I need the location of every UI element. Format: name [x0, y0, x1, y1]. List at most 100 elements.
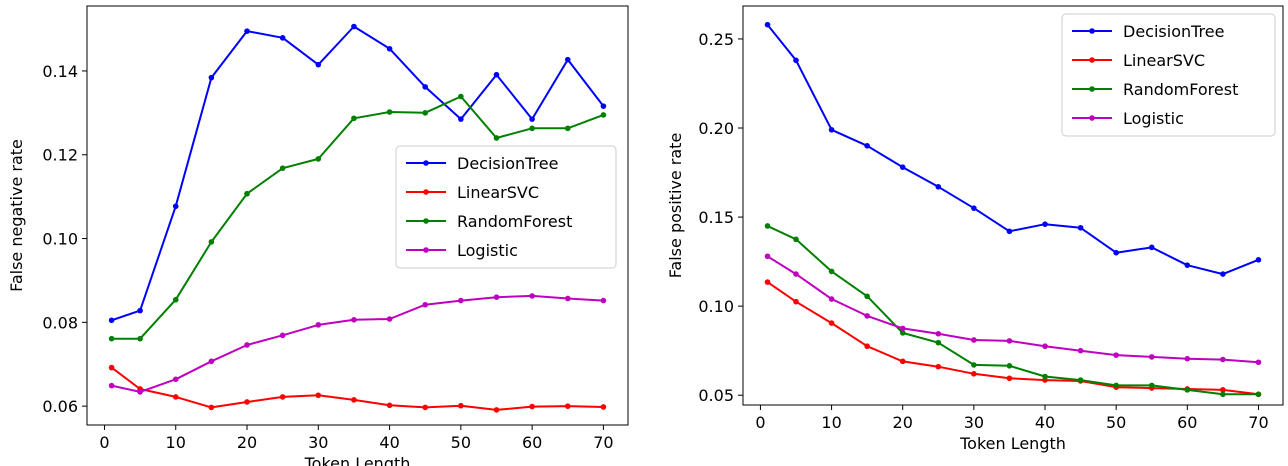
data-point-decisiontree — [1113, 249, 1119, 256]
data-point-logistic — [1184, 355, 1191, 362]
data-point-linearsvc — [935, 363, 942, 370]
data-point-randomforest — [208, 239, 215, 245]
data-point-decisiontree — [1077, 224, 1084, 231]
legend: DecisionTree LinearSVC RandomForest Logisti… — [395, 145, 617, 269]
x-tick-label: 40 — [379, 433, 399, 452]
data-point-linearsvc — [172, 394, 179, 400]
x-axis-title: Token Length — [959, 434, 1066, 453]
data-point-randomforest — [935, 339, 942, 346]
data-point-logistic — [564, 295, 571, 302]
data-point-randomforest — [108, 335, 115, 342]
legend-label-decisiontree: DecisionTree — [1123, 22, 1224, 41]
x-tick-label: 40 — [1035, 413, 1055, 432]
data-point-decisiontree — [864, 143, 870, 149]
y-tick-label: 0.10 — [42, 230, 78, 249]
data-point-randomforest — [137, 335, 143, 342]
data-point-randomforest — [600, 112, 607, 118]
data-point-randomforest — [1148, 382, 1155, 389]
y-tick-label: 0.14 — [42, 62, 78, 81]
y-tick-label: 0.05 — [698, 386, 734, 405]
x-tick-label: 10 — [821, 413, 841, 432]
y-tick-label: 0.25 — [698, 30, 734, 49]
data-point-logistic — [458, 297, 464, 304]
data-point-logistic — [1220, 356, 1226, 363]
y-tick-label: 0.12 — [42, 146, 78, 165]
data-point-decisiontree — [351, 23, 357, 30]
data-point-linearsvc — [208, 404, 215, 411]
x-tick-label: 20 — [893, 413, 913, 432]
x-tick-label: 20 — [237, 433, 257, 452]
data-point-linearsvc — [764, 279, 771, 285]
data-point-logistic — [244, 342, 250, 348]
data-point-linearsvc — [244, 399, 250, 405]
legend-box — [395, 145, 617, 269]
data-point-randomforest — [1255, 391, 1262, 398]
y-tick-label: 0.10 — [698, 297, 734, 316]
data-point-logistic — [315, 322, 322, 328]
data-point-decisiontree — [793, 57, 799, 64]
x-tick-label: 10 — [166, 433, 186, 452]
x-axis-title: Token Length — [304, 454, 411, 466]
data-point-linearsvc — [828, 320, 835, 326]
data-point-randomforest — [793, 236, 799, 243]
data-point-randomforest — [386, 109, 393, 115]
x-tick-label: 0 — [755, 413, 765, 432]
data-point-randomforest — [971, 362, 977, 368]
y-tick-label: 0.20 — [698, 119, 734, 138]
data-point-randomforest — [172, 296, 179, 303]
data-point-randomforest — [828, 268, 835, 275]
data-point-randomforest — [279, 165, 286, 171]
data-point-randomforest — [1042, 373, 1048, 380]
data-point-logistic — [1077, 347, 1084, 354]
data-point-linearsvc — [864, 343, 870, 350]
data-point-linearsvc — [793, 298, 799, 305]
data-point-linearsvc — [529, 403, 535, 410]
plot-frame — [742, 5, 1284, 406]
legend-marker-decisiontree — [1089, 28, 1095, 34]
legend-label-logistic: Logistic — [457, 241, 518, 260]
data-point-logistic — [1113, 352, 1119, 358]
data-point-logistic — [864, 313, 870, 319]
chart-panel-1: 0 10 20 30 40 50 60 70 0.06 0.08 0.10 0.12 0.14 Token… — [7, 5, 629, 466]
data-point-logistic — [793, 271, 799, 277]
legend-marker-logistic — [1089, 115, 1095, 121]
data-point-linearsvc — [458, 402, 464, 409]
y-tick-label: 0.06 — [42, 397, 78, 416]
data-point-randomforest — [1184, 387, 1191, 393]
data-point-decisiontree — [244, 28, 250, 34]
chart-panel-2: 0 10 20 30 40 50 60 70 0.05 0.10 0.15 0.20 0.25 Token… — [666, 5, 1284, 453]
data-point-randomforest — [493, 135, 500, 141]
data-point-randomforest — [422, 110, 429, 116]
data-point-decisiontree — [422, 84, 429, 90]
data-point-decisiontree — [1042, 221, 1048, 228]
data-point-logistic — [1042, 343, 1048, 350]
legend-label-logistic: Logistic — [1123, 109, 1184, 128]
y-axis-title: False negative rate — [7, 139, 26, 292]
x-tick-label: 60 — [1177, 413, 1197, 432]
legend-marker-randomforest — [423, 218, 429, 224]
plot-frame — [86, 5, 629, 426]
data-point-logistic — [386, 316, 393, 322]
data-point-logistic — [600, 297, 607, 304]
data-point-logistic — [899, 325, 906, 332]
data-point-logistic — [279, 332, 286, 339]
data-point-decisiontree — [386, 45, 393, 52]
y-tick-label: 0.08 — [42, 313, 78, 332]
data-point-logistic — [137, 389, 143, 395]
x-tick-label: 30 — [964, 413, 984, 432]
data-point-logistic — [971, 337, 977, 343]
y-tick-label: 0.15 — [698, 208, 734, 227]
data-point-decisiontree — [1220, 271, 1226, 277]
data-point-logistic — [422, 301, 429, 308]
y-axis-title: False positive rate — [666, 133, 685, 279]
data-point-logistic — [208, 358, 215, 365]
legend-box — [1061, 13, 1276, 137]
data-point-randomforest — [564, 125, 571, 132]
data-point-decisiontree — [137, 307, 143, 314]
data-point-decisiontree — [458, 116, 464, 122]
x-tick-label: 70 — [593, 433, 613, 452]
data-point-decisiontree — [172, 203, 179, 210]
series-line-logistic — [111, 294, 604, 393]
data-point-decisiontree — [564, 56, 571, 63]
data-point-randomforest — [458, 93, 464, 100]
